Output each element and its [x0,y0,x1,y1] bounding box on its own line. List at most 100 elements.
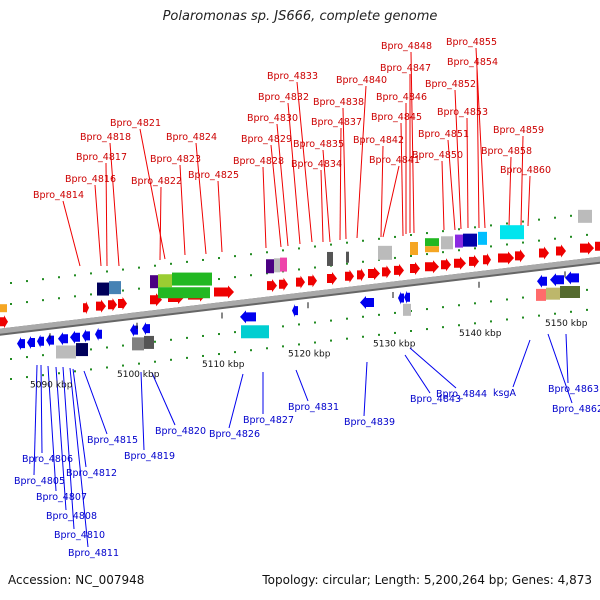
tick-dot [202,354,204,357]
gene-label-bpro-4841: Bpro_4841 [369,155,420,166]
callout-line [69,367,89,548]
tick-dot [346,337,348,340]
feature-block [327,251,333,266]
callout-line [520,135,524,227]
tick-dot [234,276,236,279]
feature-block [410,242,418,255]
tick-dot [474,302,476,305]
tick-dot [138,362,140,365]
callout-line [94,184,102,267]
callout-line [55,366,67,511]
reverse-gene-12 [292,304,298,318]
tick-dot [42,374,44,377]
tick-dot [234,351,236,354]
feature-block [172,272,212,286]
feature-block [266,259,274,274]
forward-gene-30 [595,239,600,253]
tick-dot [250,253,252,256]
reverse-gene-10 [142,322,150,336]
gene-label-bpro-4850: Bpro_4850 [412,150,463,161]
tick-dot [474,247,476,250]
reverse-gene-2 [27,335,35,349]
tick-dot [362,335,364,338]
tick-dot [570,235,572,238]
tick-dot [234,255,236,258]
tick-dot [426,253,428,256]
gene-label-bpro-4863: Bpro_4863 [548,384,599,395]
feature-block [280,257,287,272]
feature-block [425,246,439,253]
kbp-label-1: 5090 kbp [30,381,73,391]
tick-dot [522,241,524,244]
forward-gene-edge [0,315,8,329]
tick-dot [90,293,92,296]
tick-dot [154,360,156,363]
tick-dot [58,276,60,279]
gene-label-bpro-4830: Bpro_4830 [247,113,298,124]
gene-label-bpro-4855: Bpro_4855 [446,37,497,48]
tick-dot [378,237,380,240]
feature-block [500,225,524,240]
gene-label-bpro-4860: Bpro_4860 [500,165,551,176]
tick-dot [330,243,332,246]
forward-gene-11 [296,275,305,289]
tick-dot [218,353,220,356]
gene-label-bpro-4837: Bpro_4837 [311,117,362,128]
callout-line [296,81,313,243]
tick-dot [442,306,444,309]
callout-line [109,142,120,267]
tick-dot [442,251,444,254]
tick-dot [42,278,44,281]
tick-dot [26,376,28,379]
tick-dot [586,288,588,291]
tick-dot [554,237,556,240]
reverse-gene-16 [537,274,547,288]
gene-label-bpro-4835: Bpro_4835 [293,139,344,150]
gene-label-bpro-4812: Bpro_4812 [66,468,117,479]
tick-dot [122,289,124,292]
callout-line [409,347,457,389]
tick-dot [410,234,412,236]
feature-block [403,303,411,316]
callout-line [179,164,186,256]
reverse-gene-17 [550,273,564,287]
callout-line [322,149,331,243]
tick-dot [74,274,76,277]
tick-dot [442,326,444,329]
callout-line [454,89,462,230]
callout-line [547,333,573,404]
gene-label-bpro-4815: Bpro_4815 [87,435,138,446]
genome-backbone [0,256,600,336]
gene-label-bpro-4818: Bpro_4818 [80,132,131,143]
reverse-gene-7 [82,329,90,343]
gene-label-bpro-4806: Bpro_4806 [22,454,73,465]
forward-gene-19 [410,262,420,275]
kbp-label-2: 5100 kbp [117,370,160,380]
forward-gene-1 [83,301,89,315]
callout-line [565,333,569,384]
callout-line [466,117,469,229]
reverse-gene-3 [37,334,44,348]
forward-gene-28 [556,244,566,258]
forward-gene-29 [580,241,594,255]
callout-line [276,123,289,247]
feature-block [241,325,269,339]
gene-label-bpro-4828: Bpro_4828 [233,156,284,167]
feature-block [76,343,88,357]
tick-dot [186,260,188,263]
tick-dot [538,314,540,317]
tick-dot [522,220,524,223]
tick-dot [378,313,380,316]
feature-block [536,288,546,301]
tick-dot [250,274,252,277]
tick-dot [458,324,460,327]
forward-gene-9 [267,279,277,293]
tick-dot [74,370,76,373]
gene-label-bpro-4811: Bpro_4811 [68,548,119,559]
feature-block [478,231,487,245]
feature-block [463,233,477,247]
callout-line [320,169,324,243]
tick-dot [426,308,428,311]
feature-block [546,287,560,300]
callout-line [262,166,267,249]
